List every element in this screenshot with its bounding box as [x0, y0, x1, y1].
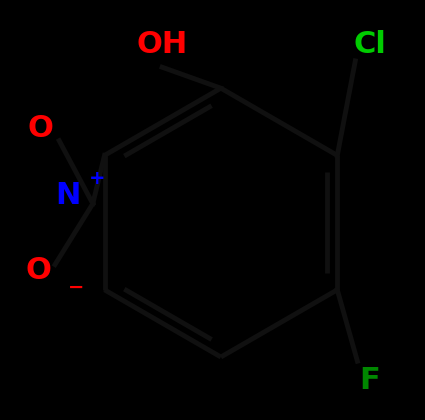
Text: OH: OH [136, 29, 188, 59]
Text: O: O [25, 256, 51, 286]
Text: −: − [68, 278, 84, 297]
Text: O: O [27, 113, 53, 143]
Text: Cl: Cl [354, 29, 386, 59]
Text: +: + [89, 169, 105, 188]
Text: F: F [360, 365, 380, 395]
Text: N: N [55, 181, 80, 210]
